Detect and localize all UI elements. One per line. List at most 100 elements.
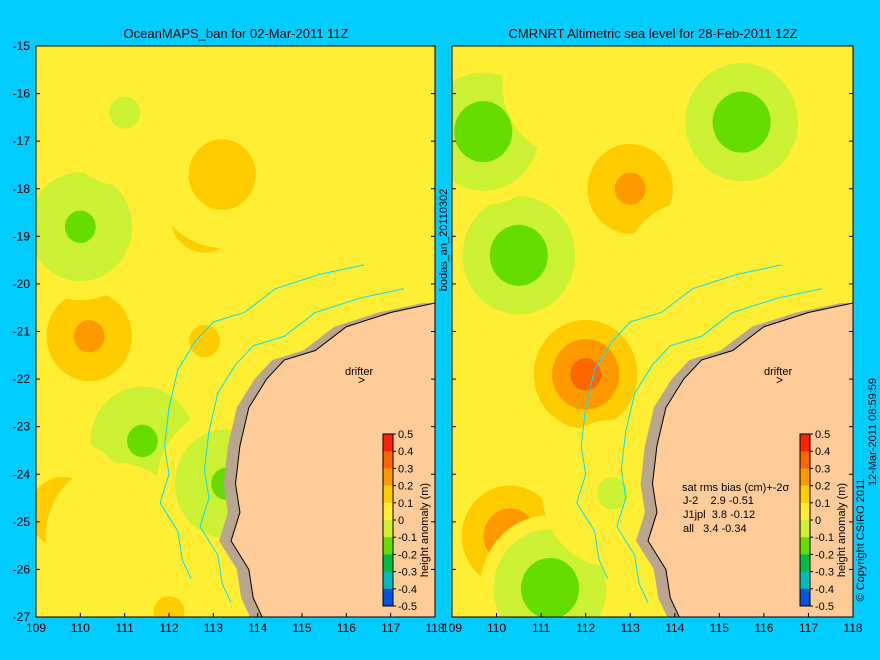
colorbar-tick-label: -0.4	[398, 584, 417, 596]
bathymetry-line	[199, 288, 405, 603]
bathymetry-line	[159, 264, 365, 580]
stats-box: sat rms bias (cm)+-2σ J-2 2.9 -0.51 J1jp…	[682, 482, 790, 535]
colorbar-tick-label: -0.1	[815, 532, 834, 544]
y-tick-label: -22	[13, 372, 31, 386]
anomaly-contour	[502, 46, 643, 158]
colorbar-tick-label: 0	[815, 515, 821, 527]
colorbar-segment	[800, 588, 810, 607]
colorbar-segment	[383, 554, 393, 573]
anomaly-contour	[100, 519, 132, 553]
x-tick-label: 118	[425, 621, 444, 635]
colorbar-label: height anomaly (m)	[419, 483, 431, 577]
x-tick-label: 114	[665, 621, 684, 635]
y-tick-label: -17	[13, 134, 31, 148]
colorbar-tick-label: 0.1	[815, 498, 830, 510]
colorbar-label: height anomaly (m)	[836, 483, 848, 577]
colorbar-tick-label: 0.5	[815, 429, 830, 441]
panel-oceanmaps: OceanMAPS_ban for 02-Mar-2011 11Z 109 110…	[13, 26, 445, 635]
colorbar-tick-label: 0.2	[398, 481, 413, 493]
x-tick-label: 111	[532, 621, 551, 635]
y-tick-label: -26	[13, 562, 31, 576]
colorbar-segment	[383, 571, 393, 590]
y-tick-label: -24	[13, 467, 31, 481]
colorbar-tick-label: -0.4	[815, 584, 834, 596]
x-tick-label: 116	[754, 621, 773, 635]
stats-header: sat rms bias (cm)+-2σ	[682, 482, 790, 494]
anomaly-contour	[126, 424, 158, 458]
anomaly-contour	[597, 477, 628, 510]
anomaly-contour	[726, 105, 758, 139]
anomaly-contour	[570, 358, 602, 391]
colorbar-tick-label: 0.2	[815, 481, 830, 493]
drifter-label: drifter	[764, 366, 792, 378]
y-tick-label: -18	[13, 182, 31, 196]
anomaly-contour	[109, 96, 141, 129]
panel-cmrnrt: CMRNRT Altimetric sea level for 28-Feb-2…	[442, 26, 863, 635]
drifter-arrow-icon: >	[776, 373, 783, 387]
x-tick-label: 117	[381, 621, 400, 635]
anomaly-contour	[556, 67, 588, 101]
y-tick-label: -19	[13, 229, 31, 243]
stats-row: J1jpl 3.8 -0.12	[683, 509, 755, 521]
colorbar-segment	[383, 537, 393, 555]
x-tick-label: 117	[799, 621, 818, 635]
colorbar-tick-label: -0.3	[398, 567, 417, 579]
anomaly-contour	[64, 210, 96, 243]
colorbar-tick-label: -0.1	[398, 532, 417, 544]
colorbar-segment	[800, 502, 810, 521]
colorbar-segment	[800, 485, 810, 504]
anomaly-contour	[153, 596, 185, 617]
colorbar-segment	[800, 537, 810, 555]
colorbar-segment	[800, 520, 810, 538]
colorbar-segment	[800, 434, 810, 452]
x-tick-label: 112	[576, 621, 595, 635]
colorbar-tick-label: 0.4	[815, 446, 830, 458]
colorbar-tick-label: -0.3	[815, 567, 834, 579]
colorbar-tick-label: 0.3	[398, 463, 413, 475]
run-id-label: bodas_an_20110302	[438, 189, 450, 292]
anomaly-contour	[189, 324, 220, 358]
sea-level-field	[36, 46, 435, 617]
colorbar-segment	[383, 451, 393, 469]
anomaly-contour	[73, 320, 105, 353]
anomaly-contour	[206, 158, 238, 191]
copyright-label: © Copyright CSIRO 2011	[855, 479, 867, 602]
colorbar-segment	[383, 434, 393, 452]
anomaly-contour	[677, 258, 708, 291]
colorbar: 0.5 0.4 0.3 0.2 0.1 0 -0.1 -0.2 -0.3 -0.4 -0.5 heig…	[799, 429, 848, 613]
x-tick-label: 109	[26, 621, 46, 635]
x-tick-label: 110	[487, 621, 506, 635]
y-tick-label: -16	[13, 87, 31, 101]
axis-ticks: 109 110 111 112 113 114 115 116 117 118	[442, 45, 863, 635]
x-tick-label: 113	[621, 621, 640, 635]
y-tick-label: -23	[13, 420, 31, 434]
colorbar-segment	[383, 468, 393, 487]
colorbar-segment	[383, 520, 393, 538]
colorbar-tick-label: 0.1	[398, 498, 413, 510]
colorbar-segment	[383, 502, 393, 521]
colorbar-tick-label: -0.2	[398, 549, 417, 561]
stats-row: J-2 2.9 -0.51	[683, 495, 754, 507]
x-tick-label: 110	[71, 621, 90, 635]
drifter-label: drifter	[345, 366, 373, 378]
axis-ticks: 109 110 111 112 113 114 115 116 117 118 -15 -16 -17 -…	[13, 39, 445, 635]
x-tick-label: 115	[710, 621, 729, 635]
x-tick-label: 111	[116, 621, 135, 635]
anomaly-contour	[467, 115, 499, 148]
colorbar-tick-label: -0.2	[815, 549, 834, 561]
colorbar-tick-label: 0.5	[398, 429, 413, 441]
colorbar-segment	[383, 588, 393, 607]
colorbar-segment	[800, 451, 810, 469]
stats-row: all 3.4 -0.34	[683, 523, 747, 535]
drifter-arrow-icon: >	[358, 373, 365, 387]
colorbar-tick-label: 0.3	[815, 463, 830, 475]
x-tick-label: 113	[204, 621, 223, 635]
bathymetry-line	[576, 264, 782, 580]
anomaly-contour	[126, 567, 212, 617]
timestamp-label: 12-Mar-2011 08:59:59	[867, 378, 879, 486]
colorbar-tick-label: 0	[398, 515, 404, 527]
colorbar-segment	[800, 468, 810, 487]
y-tick-label: -20	[13, 277, 31, 291]
x-tick-label: 115	[292, 621, 311, 635]
